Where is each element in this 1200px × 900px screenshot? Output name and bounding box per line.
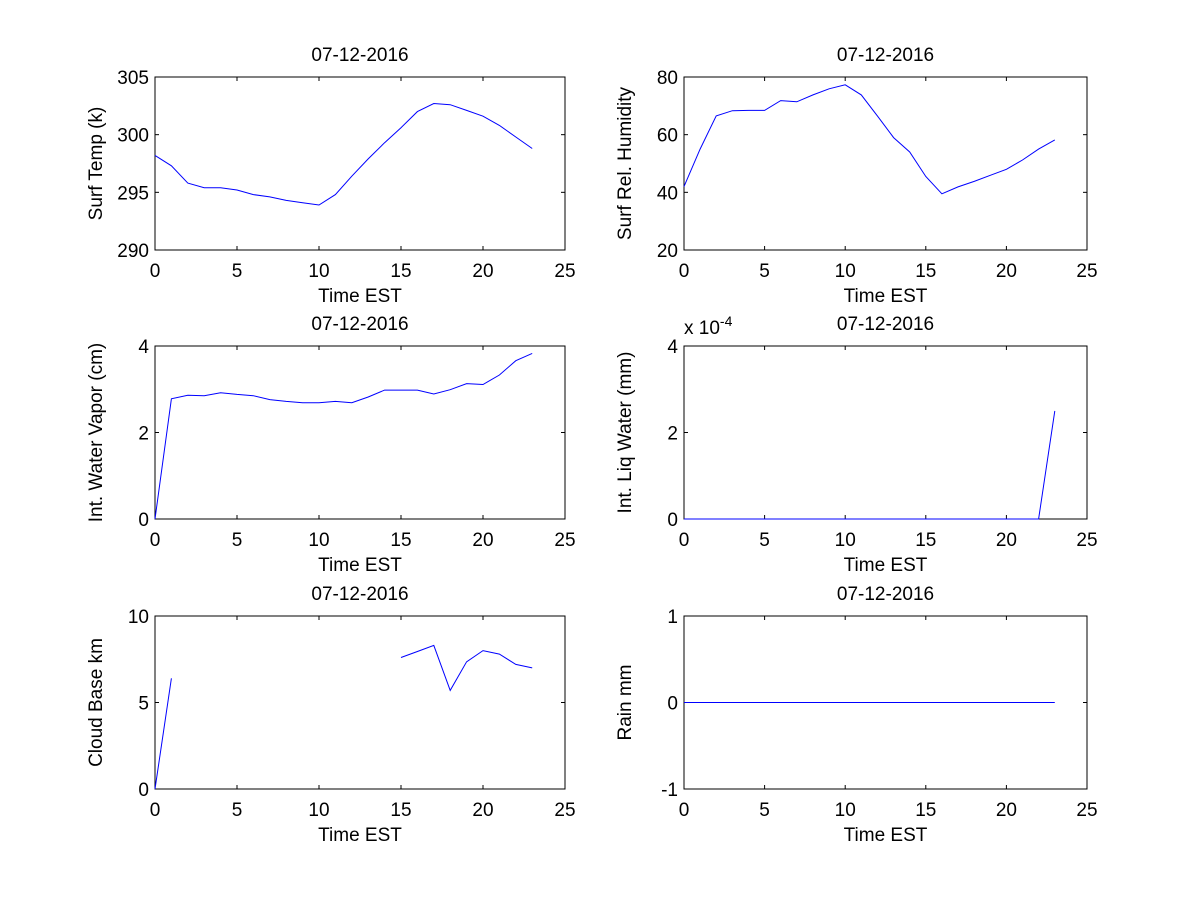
y-tick-label: 0 xyxy=(138,510,149,531)
plot-area xyxy=(154,76,566,251)
y-axis-label: Int. Water Vapor (cm) xyxy=(86,343,107,522)
y-tick-label: 2 xyxy=(138,424,149,445)
y-tick-label: 80 xyxy=(657,68,678,89)
subplot-3: 0 5 10 15 20 25 0 2 4 07-12-2016 Time EST Int. Wate… xyxy=(86,314,576,576)
x-tick-label: 5 xyxy=(232,800,243,821)
y-tick-label: 5 xyxy=(138,694,149,715)
y-tick-label: 10 xyxy=(128,607,149,628)
x-tick-label: 5 xyxy=(232,530,243,551)
x-tick-label: 10 xyxy=(835,530,856,551)
x-tick-label: 20 xyxy=(996,530,1017,551)
y-tick-label: 300 xyxy=(117,126,149,147)
x-axis-label: Time EST xyxy=(318,825,402,846)
y-tick-label: 0 xyxy=(138,780,149,801)
series-line-1 xyxy=(154,102,533,206)
x-tick-label: 20 xyxy=(472,530,493,551)
axis-exponent-power: -4 xyxy=(720,313,733,329)
y-tick-label: 40 xyxy=(657,183,678,204)
x-tick-label: 25 xyxy=(1076,261,1097,282)
x-tick-label: 5 xyxy=(759,800,770,821)
x-axis-label: Time EST xyxy=(844,825,928,846)
subplot-4: 0 5 10 15 20 25 0 2 4 07-12-2016 Time EST Int. Liq … xyxy=(615,313,1098,576)
x-tick-label: 25 xyxy=(1076,800,1097,821)
x-axis-label: Time EST xyxy=(318,286,402,307)
chart-title: 07-12-2016 xyxy=(311,584,408,605)
series-line-1 xyxy=(154,678,172,790)
y-tick-label: 1 xyxy=(667,607,678,628)
x-tick-label: 5 xyxy=(759,530,770,551)
x-tick-label: 10 xyxy=(835,261,856,282)
chart-title: 07-12-2016 xyxy=(837,584,934,605)
subplot-5: 0 5 10 15 20 25 0 5 10 07-12-2016 Time EST Cloud Ba… xyxy=(86,584,576,846)
x-tick-label: 15 xyxy=(915,261,936,282)
x-tick-label: 25 xyxy=(554,800,575,821)
series-line-1 xyxy=(683,84,1056,195)
chart-title: 07-12-2016 xyxy=(837,45,934,66)
y-tick-label: 4 xyxy=(138,337,149,358)
y-tick-label: 0 xyxy=(667,510,678,531)
x-tick-label: 20 xyxy=(996,800,1017,821)
plot-area xyxy=(683,345,1088,520)
x-tick-label: 10 xyxy=(308,261,329,282)
x-axis-label: Time EST xyxy=(844,555,928,576)
x-tick-label: 5 xyxy=(759,261,770,282)
x-tick-label: 20 xyxy=(996,261,1017,282)
x-tick-label: 10 xyxy=(308,800,329,821)
y-tick-label: 20 xyxy=(657,241,678,262)
y-tick-label: -1 xyxy=(661,780,678,801)
x-tick-label: 0 xyxy=(150,530,161,551)
y-tick-label: 60 xyxy=(657,126,678,147)
x-tick-label: 20 xyxy=(472,261,493,282)
x-tick-label: 20 xyxy=(472,800,493,821)
x-tick-label: 25 xyxy=(554,261,575,282)
y-axis-label: Cloud Base km xyxy=(86,638,107,767)
x-tick-label: 10 xyxy=(308,530,329,551)
y-tick-label: 305 xyxy=(117,68,149,89)
chart-title: 07-12-2016 xyxy=(311,314,408,335)
y-tick-label: 295 xyxy=(117,183,149,204)
y-axis-label: Surf Temp (k) xyxy=(86,107,107,221)
x-tick-label: 15 xyxy=(390,530,411,551)
plot-area xyxy=(683,76,1088,251)
y-axis-label: Surf Rel. Humidity xyxy=(615,86,636,240)
subplot-2: 0 5 10 15 20 25 20 40 60 80 07-12-2016 Time EST Surf… xyxy=(615,45,1098,307)
y-tick-label: 0 xyxy=(667,694,678,715)
series-line-1 xyxy=(684,410,1056,520)
x-tick-label: 10 xyxy=(835,800,856,821)
x-tick-label: 15 xyxy=(390,261,411,282)
y-tick-label: 290 xyxy=(117,241,149,262)
x-tick-label: 25 xyxy=(554,530,575,551)
chart-title: 07-12-2016 xyxy=(311,45,408,66)
y-tick-label: 2 xyxy=(667,424,678,445)
x-tick-label: 0 xyxy=(679,261,690,282)
chart-title: 07-12-2016 xyxy=(837,314,934,335)
y-axis-label: Int. Liq Water (mm) xyxy=(615,352,636,514)
subplot-1: 0 5 10 15 20 25 290 295 300 305 07-12-2016 Time EST… xyxy=(86,45,576,307)
y-axis-label: Rain mm xyxy=(615,664,636,740)
y-tick-label: 4 xyxy=(667,337,678,358)
x-tick-label: 0 xyxy=(679,530,690,551)
x-tick-label: 15 xyxy=(915,800,936,821)
x-tick-label: 0 xyxy=(150,800,161,821)
x-tick-label: 5 xyxy=(232,261,243,282)
x-tick-label: 25 xyxy=(1076,530,1097,551)
x-axis-label: Time EST xyxy=(318,555,402,576)
series-line-1 xyxy=(154,352,533,520)
x-tick-label: 15 xyxy=(915,530,936,551)
x-axis-label: Time EST xyxy=(844,286,928,307)
x-tick-label: 0 xyxy=(679,800,690,821)
series-line-2 xyxy=(400,644,533,692)
plot-area xyxy=(154,615,566,790)
x-tick-label: 0 xyxy=(150,261,161,282)
x-tick-label: 15 xyxy=(390,800,411,821)
